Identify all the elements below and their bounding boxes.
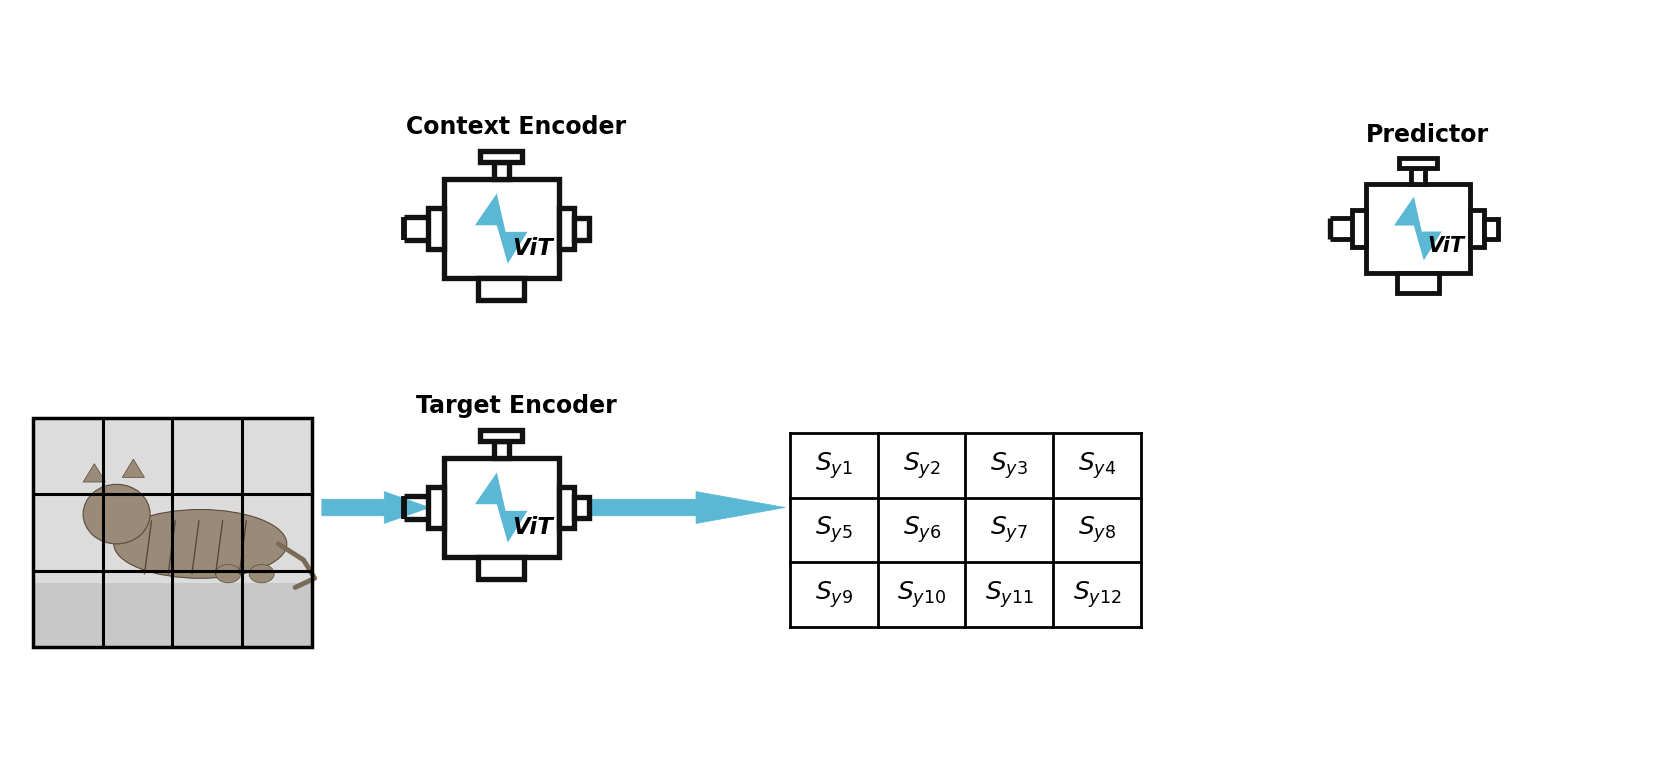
Text: $S_{y5}$: $S_{y5}$ — [815, 515, 853, 545]
Text: $S_{y9}$: $S_{y9}$ — [815, 579, 853, 610]
Ellipse shape — [83, 484, 150, 544]
FancyBboxPatch shape — [494, 161, 509, 179]
Text: $S_{y7}$: $S_{y7}$ — [990, 515, 1028, 545]
FancyBboxPatch shape — [481, 151, 522, 161]
Text: ViT: ViT — [1428, 236, 1465, 256]
Text: $S_{y1}$: $S_{y1}$ — [815, 449, 853, 481]
FancyBboxPatch shape — [1397, 274, 1438, 293]
FancyBboxPatch shape — [494, 440, 509, 458]
Text: $S_{y8}$: $S_{y8}$ — [1078, 515, 1116, 545]
FancyBboxPatch shape — [428, 208, 443, 249]
Text: ViT: ViT — [512, 236, 554, 260]
FancyBboxPatch shape — [574, 218, 590, 240]
Text: $S_{y2}$: $S_{y2}$ — [903, 449, 941, 481]
FancyBboxPatch shape — [1352, 210, 1365, 247]
Text: Context Encoder: Context Encoder — [407, 115, 626, 139]
FancyBboxPatch shape — [1484, 218, 1498, 239]
Polygon shape — [322, 492, 430, 524]
FancyBboxPatch shape — [1365, 183, 1470, 274]
Ellipse shape — [114, 509, 286, 578]
Ellipse shape — [215, 565, 241, 583]
Polygon shape — [122, 459, 144, 478]
Polygon shape — [574, 492, 785, 524]
FancyBboxPatch shape — [1412, 168, 1425, 183]
FancyBboxPatch shape — [1398, 158, 1436, 168]
Text: $S_{y12}$: $S_{y12}$ — [1073, 579, 1121, 610]
FancyBboxPatch shape — [428, 487, 443, 528]
FancyBboxPatch shape — [574, 496, 590, 518]
FancyBboxPatch shape — [33, 418, 312, 583]
Text: $S_{y10}$: $S_{y10}$ — [898, 579, 946, 610]
Text: $S_{y6}$: $S_{y6}$ — [903, 515, 941, 545]
Ellipse shape — [250, 565, 274, 583]
FancyBboxPatch shape — [443, 458, 559, 557]
FancyBboxPatch shape — [478, 278, 524, 300]
FancyBboxPatch shape — [559, 208, 574, 249]
Text: $S_{y11}$: $S_{y11}$ — [985, 579, 1033, 610]
FancyBboxPatch shape — [478, 557, 524, 579]
Text: $S_{y4}$: $S_{y4}$ — [1078, 449, 1116, 481]
FancyBboxPatch shape — [481, 430, 522, 440]
Polygon shape — [474, 472, 527, 543]
Polygon shape — [1393, 196, 1441, 261]
Polygon shape — [83, 464, 106, 482]
Text: ViT: ViT — [512, 515, 554, 539]
Polygon shape — [474, 193, 527, 264]
Text: $S_{y3}$: $S_{y3}$ — [990, 449, 1028, 481]
FancyBboxPatch shape — [33, 583, 312, 647]
FancyBboxPatch shape — [443, 179, 559, 278]
Text: Target Encoder: Target Encoder — [417, 394, 617, 418]
FancyBboxPatch shape — [559, 487, 574, 528]
Text: Predictor: Predictor — [1367, 123, 1489, 147]
FancyBboxPatch shape — [1470, 210, 1484, 247]
